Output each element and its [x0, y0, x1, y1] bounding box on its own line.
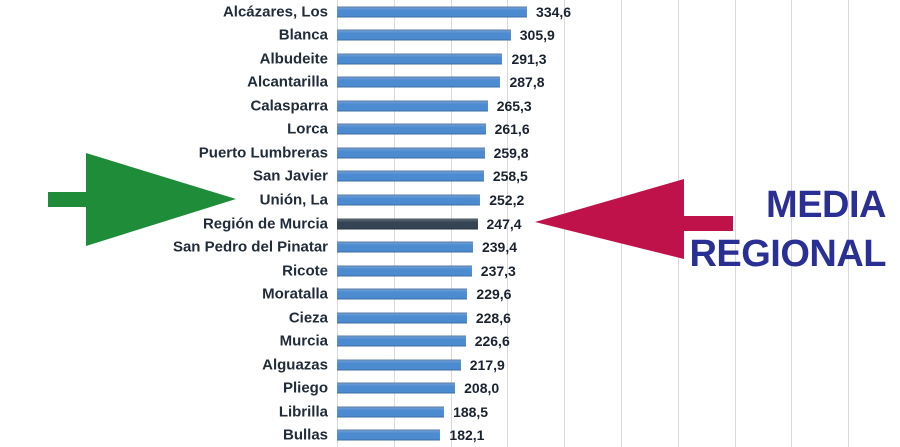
chart-row: Ricote 237,3: [0, 259, 900, 283]
chart-row: Alcantarilla 287,8: [0, 71, 900, 95]
category-label: Albudeite: [259, 50, 328, 68]
media-regional-line2: REGIONAL: [689, 233, 886, 275]
value-label: 291,3: [511, 50, 547, 67]
value-label: 208,0: [464, 380, 500, 397]
category-label: Alguazas: [262, 356, 328, 374]
value-label: 334,6: [536, 3, 572, 20]
gridline: [848, 0, 850, 447]
value-label: 237,3: [480, 262, 516, 279]
bar: [337, 312, 467, 324]
value-label: 261,6: [494, 121, 530, 138]
gridline: [507, 0, 509, 447]
bar: [337, 335, 466, 347]
gridline: [734, 0, 736, 447]
bar: [337, 53, 503, 65]
category-label: Pliego: [282, 379, 328, 397]
bar: [337, 123, 486, 135]
bar: [337, 359, 461, 371]
chart-row: Bullas 182,1: [0, 424, 900, 447]
category-label: Moratalla: [262, 285, 328, 303]
bar: [337, 382, 456, 394]
category-label: Alcantarilla: [247, 73, 328, 91]
value-label: 217,9: [469, 356, 505, 373]
bar: [337, 194, 481, 206]
category-label: Unión, La: [259, 191, 328, 209]
media-regional-label: MEDIA REGIONAL: [689, 181, 886, 279]
chart-row: Alcázares, Los 334,6: [0, 0, 900, 24]
category-label: Ricote: [282, 262, 328, 280]
bar: [337, 288, 468, 300]
bar: [337, 170, 484, 182]
value-label: 265,3: [496, 97, 532, 114]
value-label: 305,9: [519, 27, 555, 44]
value-label: 287,8: [509, 74, 545, 91]
category-label: Región de Murcia: [202, 215, 328, 233]
category-label: Blanca: [278, 26, 328, 44]
chart-row: Pliego 208,0: [0, 377, 900, 401]
chart-row: San Javier 258,5: [0, 165, 900, 189]
category-label: Bullas: [282, 426, 328, 444]
chart-row: Alguazas 217,9: [0, 353, 900, 377]
chart-row: Calasparra 265,3: [0, 94, 900, 118]
category-label: San Pedro del Pinatar: [172, 238, 328, 256]
category-label: Cieza: [288, 309, 328, 327]
bar: [337, 241, 473, 253]
bar: [337, 429, 441, 441]
chart-row: Librilla 188,5: [0, 400, 900, 424]
chart-row: Murcia 226,6: [0, 329, 900, 353]
category-label: Alcázares, Los: [222, 3, 328, 21]
category-label: Librilla: [278, 403, 328, 421]
chart-row: Unión, La 252,2: [0, 188, 900, 212]
value-label: 252,2: [489, 192, 525, 209]
value-label: 229,6: [476, 286, 512, 303]
value-label: 188,5: [453, 403, 489, 420]
bar: [337, 147, 485, 159]
chart-row: Lorca 261,6: [0, 118, 900, 142]
bar-highlight: [337, 218, 478, 230]
category-label: Puerto Lumbreras: [198, 144, 328, 162]
category-label: Calasparra: [250, 97, 328, 115]
value-label: 259,8: [493, 144, 529, 161]
bar: [337, 6, 528, 18]
chart-row: Cieza 228,6: [0, 306, 900, 330]
media-regional-line1: MEDIA: [766, 184, 886, 226]
value-label: 182,1: [449, 427, 485, 444]
chart-row: Blanca 305,9: [0, 24, 900, 48]
chart-row: Albudeite 291,3: [0, 47, 900, 71]
bar: [337, 29, 511, 41]
chart-row: Moratalla 229,6: [0, 282, 900, 306]
value-label: 258,5: [492, 168, 528, 185]
bar: [337, 265, 472, 277]
chart-row: Puerto Lumbreras 259,8: [0, 141, 900, 165]
value-label: 239,4: [481, 239, 518, 256]
category-label: Lorca: [287, 120, 328, 138]
category-label: Murcia: [279, 332, 328, 350]
value-label: 228,6: [475, 309, 511, 326]
bar: [337, 406, 445, 418]
gridline: [791, 0, 793, 447]
category-label: San Javier: [252, 167, 328, 185]
value-label: 247,4: [486, 215, 522, 232]
value-label: 226,6: [474, 333, 510, 350]
bar: [337, 76, 501, 88]
bar: [337, 100, 488, 112]
